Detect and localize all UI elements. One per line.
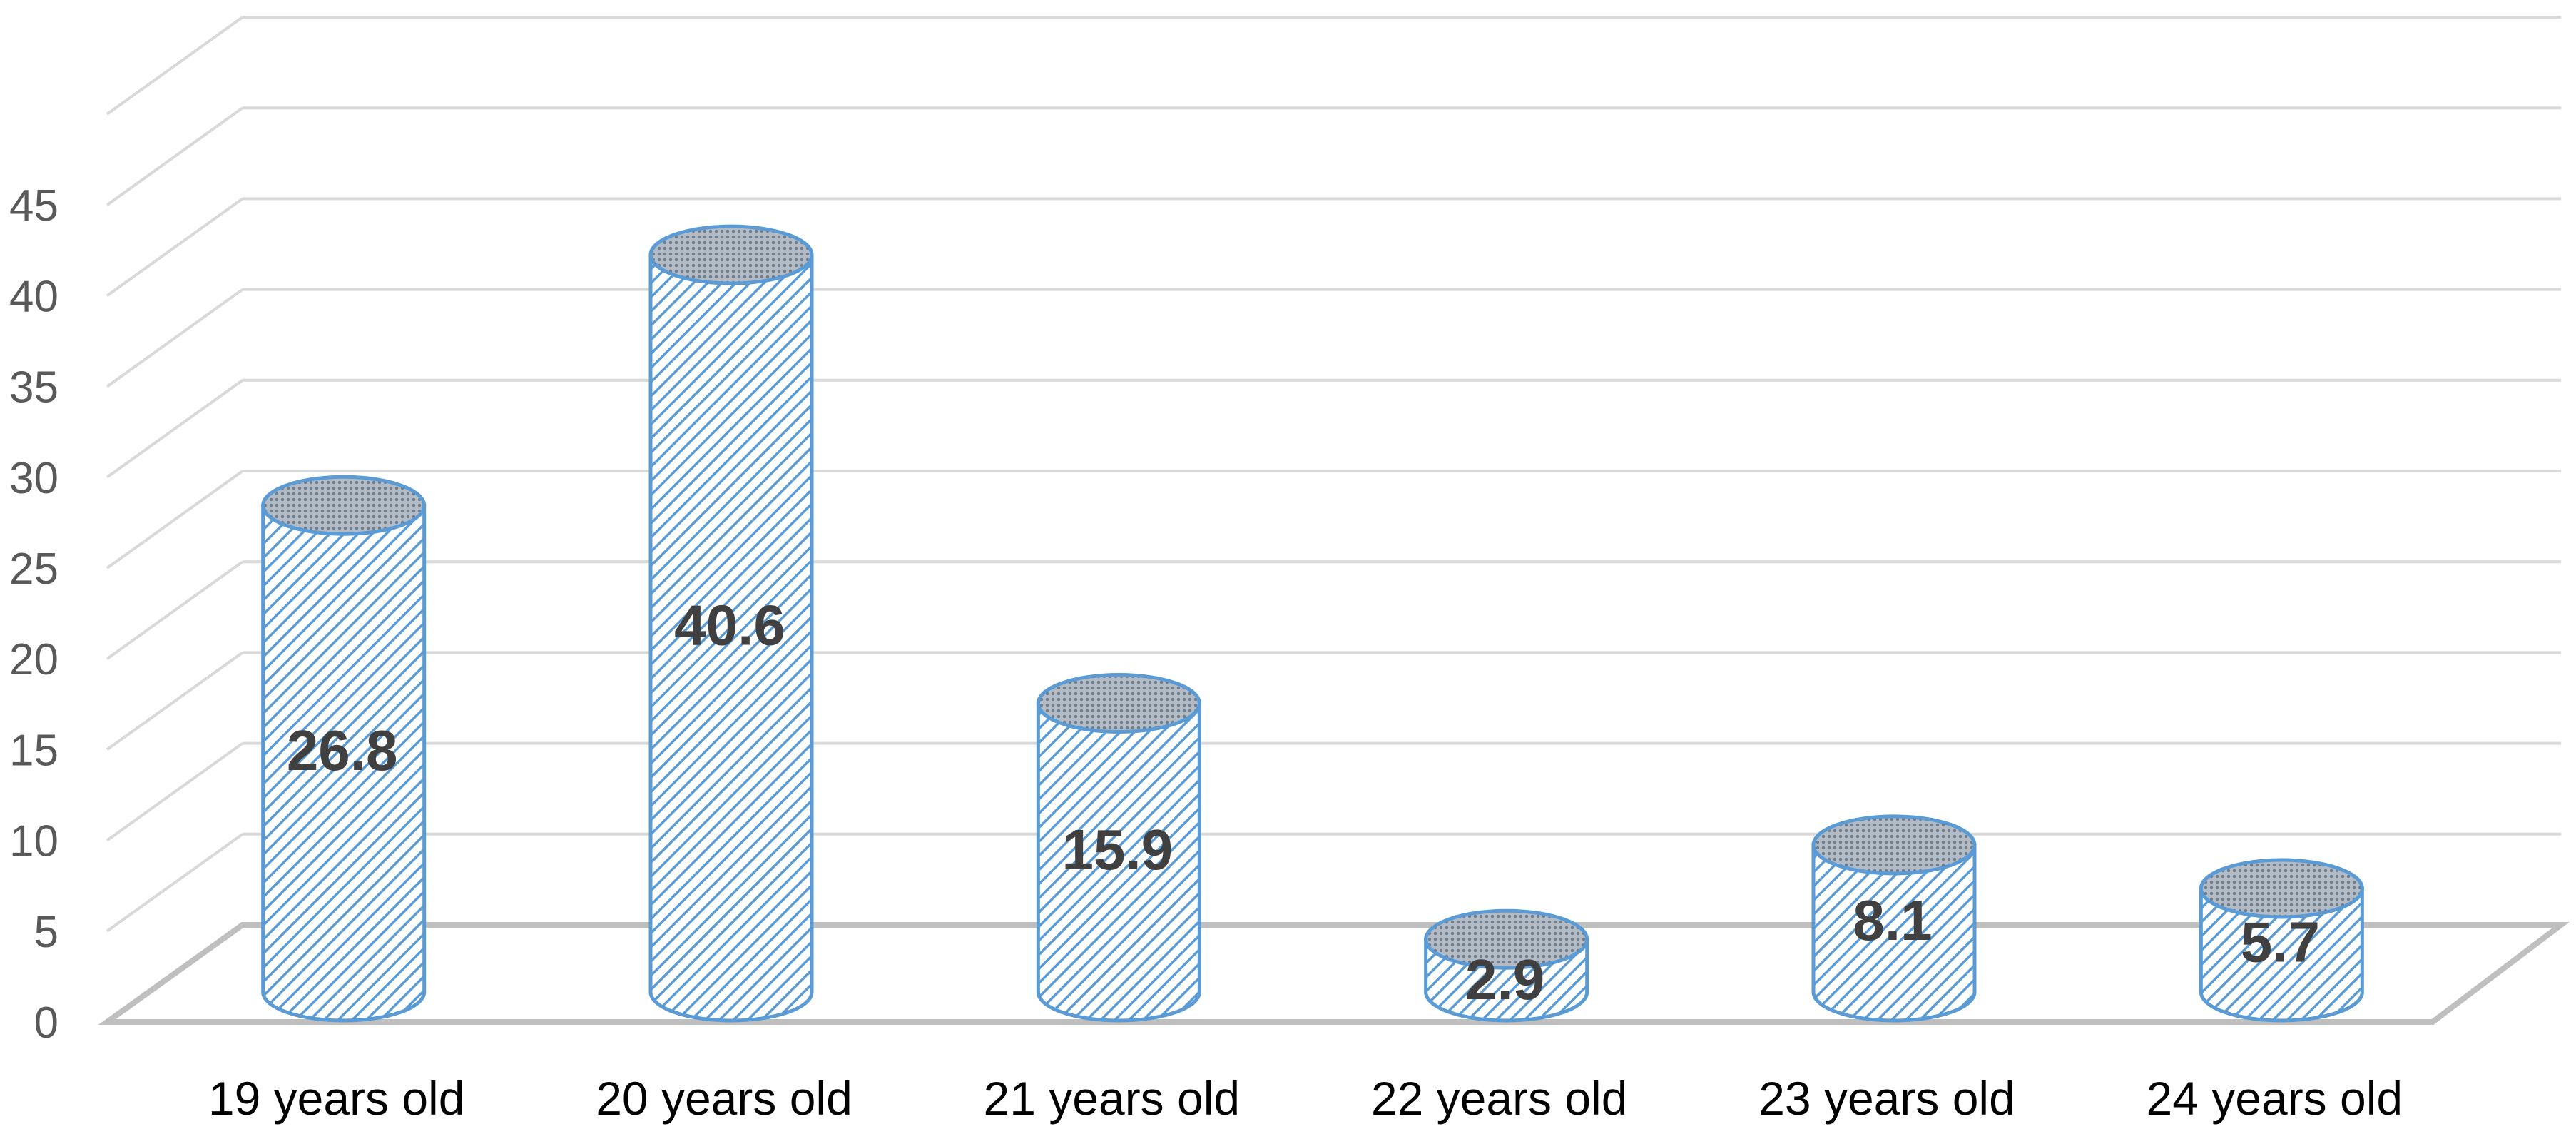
- data-label: 2.9: [1465, 948, 1544, 1011]
- bar-body: [2199, 886, 2364, 1023]
- gridline-side: [106, 651, 244, 751]
- bar-top: [2199, 858, 2364, 919]
- bar: [2199, 858, 2364, 1023]
- data-label: 8.1: [1853, 888, 1932, 952]
- bar-top: [1036, 673, 1201, 734]
- gridline-side: [106, 470, 244, 569]
- bar: [261, 475, 427, 1023]
- bar-body: [648, 253, 814, 1023]
- y-tick-label: 25: [9, 545, 58, 594]
- floor-plane: [98, 922, 2570, 1025]
- data-label: 40.6: [674, 594, 785, 657]
- x-tick-label: 20 years old: [596, 1072, 852, 1125]
- y-tick-label: 15: [9, 726, 58, 775]
- labels-layer: 0 5 10 15 20 25 30 35 40 45 26.8 19 years old 40.6 20…: [9, 181, 2403, 1125]
- bar-body: [1811, 843, 1977, 1023]
- x-tick-label: 22 years old: [1371, 1072, 1628, 1125]
- y-tick-label: 0: [34, 998, 58, 1048]
- gridline-side: [106, 197, 244, 298]
- y-tick-label: 40: [9, 272, 58, 321]
- gridline-side: [106, 833, 244, 933]
- data-label: 26.8: [287, 719, 398, 782]
- bar: [648, 224, 814, 1023]
- y-tick-label: 5: [34, 908, 58, 957]
- bar-body: [1036, 702, 1201, 1023]
- bar-top: [1424, 908, 1589, 970]
- gridline-side: [106, 288, 244, 388]
- gridline-side: [106, 379, 244, 479]
- gridline-side: [106, 106, 244, 206]
- gridline-side: [106, 741, 244, 842]
- x-tick-label: 24 years old: [2147, 1072, 2403, 1125]
- gridline-side: [106, 560, 244, 660]
- y-tick-label: 20: [9, 635, 58, 684]
- bar: [1424, 908, 1589, 1023]
- x-tick-label: 19 years old: [208, 1072, 465, 1125]
- bar-top: [648, 224, 814, 285]
- axes-layer: [98, 16, 2570, 1025]
- x-tick-label: 21 years old: [984, 1072, 1241, 1125]
- bar: [1036, 673, 1201, 1023]
- bar-top: [1811, 814, 1977, 876]
- bar-body: [261, 503, 427, 1023]
- y-tick-label: 45: [9, 181, 58, 231]
- bar: [1811, 814, 1977, 1023]
- data-label: 5.7: [2241, 910, 2320, 973]
- bars-layer: [261, 224, 2364, 1023]
- y-tick-label: 35: [9, 363, 58, 412]
- data-label: 15.9: [1062, 818, 1173, 881]
- bar-top: [261, 475, 427, 536]
- y-tick-label: 30: [9, 454, 58, 503]
- x-tick-label: 23 years old: [1758, 1072, 2015, 1125]
- y-tick-label: 10: [9, 817, 58, 866]
- gridline-side: [106, 16, 244, 116]
